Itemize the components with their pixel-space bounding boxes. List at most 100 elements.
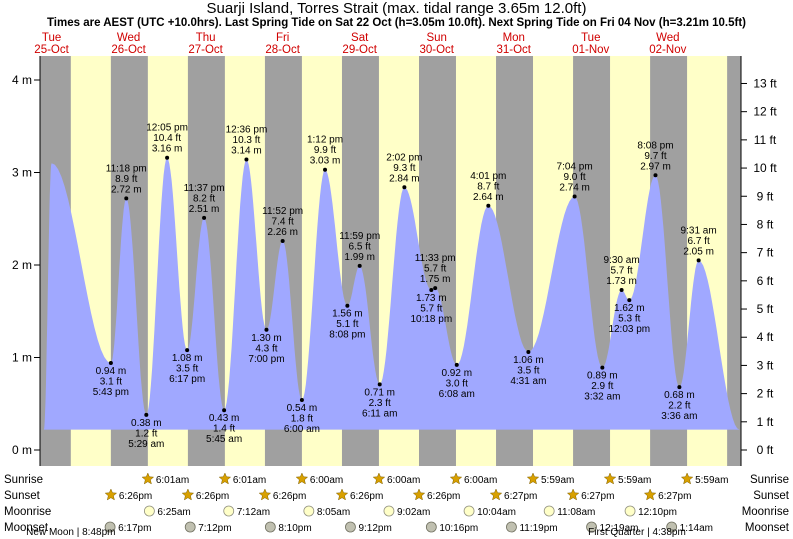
moonrise-icon (223, 505, 235, 517)
left-axis-label: 2 m (12, 258, 32, 272)
right-axis-label: 6 ft (757, 274, 774, 288)
right-axis-label: 1 ft (757, 415, 774, 429)
low-tide-label: 6:00 am (284, 424, 320, 435)
high-tide-label: 9.9 ft (314, 145, 336, 156)
sunset-time: 6:26pm (196, 491, 229, 502)
low-tide-label: 6:08 am (439, 389, 475, 400)
high-tide-label: 8.2 ft (193, 193, 215, 204)
high-tide-label: 12:05 pm (146, 123, 188, 134)
high-tide-label: 10.3 ft (233, 135, 261, 146)
high-tide-label: 6.5 ft (349, 241, 371, 252)
sunrise-icon (680, 472, 694, 485)
moonrise-icon (624, 505, 636, 517)
low-tide-label: 0.54 m (287, 403, 318, 414)
moonset-icon (586, 521, 597, 533)
row-label-moonrise-left: Moonrise (4, 506, 51, 518)
day-name-label: Mon (503, 32, 525, 44)
sunrise-time: 5:59am (541, 475, 574, 486)
day-name-label: Sun (426, 32, 446, 44)
day-name-label: Tue (42, 32, 61, 44)
sunset-time: 6:27pm (581, 491, 614, 502)
sunrise-time: 6:01am (233, 475, 266, 486)
moonset-time: 6:17pm (118, 523, 151, 534)
tide-point-high (323, 167, 328, 172)
moonset-time: 11:19pm (519, 523, 557, 534)
tide-point-high (696, 258, 701, 263)
low-tide-label: 1.30 m (251, 333, 282, 344)
tide-point-low (526, 349, 531, 354)
tide-point-low (627, 298, 632, 303)
sunrise-time: 5:59am (695, 475, 728, 486)
day-date-label: 30-Oct (419, 44, 454, 56)
moonrise-icon (463, 505, 475, 517)
sunset-icon (104, 488, 118, 501)
day-date-label: 26-Oct (111, 44, 146, 56)
high-tide-label: 3.16 m (152, 144, 183, 155)
moonrise-time: 7:12am (237, 507, 270, 518)
moonset-time: 1:14am (680, 523, 713, 534)
high-tide-label: 10.4 ft (153, 133, 181, 144)
low-tide-label: 1.2 ft (135, 428, 157, 439)
tide-curve (43, 157, 740, 430)
high-tide-label: 7.4 ft (272, 216, 294, 227)
moonrise-icon (383, 505, 395, 517)
high-tide-label: 1.99 m (344, 252, 375, 263)
high-tide-label: 11:59 pm (339, 231, 380, 242)
low-tide-label: 4.3 ft (255, 343, 277, 354)
high-tide-label: 9:31 am (681, 225, 717, 236)
high-tide-label: 6.7 ft (688, 236, 710, 247)
high-tide-label: 4:01 pm (470, 171, 506, 182)
low-tide-label: 3:32 am (584, 392, 620, 403)
low-tide-label: 10:18 pm (410, 314, 452, 325)
low-tide-label: 6:11 am (362, 408, 397, 419)
sunset-icon (335, 488, 349, 501)
sunrise-time: 6:00am (387, 475, 420, 486)
moonset-icon (184, 521, 196, 533)
low-tide-label: 1.8 ft (291, 414, 313, 425)
high-tide-label: 2.97 m (640, 161, 671, 172)
moonset-time: 10:16pm (439, 523, 478, 534)
low-tide-label: 1.56 m (332, 309, 363, 320)
moonrise-time: 12:10pm (638, 507, 677, 518)
row-label-moonset-right: Moonset (745, 522, 790, 534)
high-tide-label: 1.73 m (606, 276, 637, 287)
tide-point-high (402, 185, 407, 190)
sunset-icon (258, 488, 272, 501)
sunrise-time: 5:59am (618, 475, 651, 486)
low-tide-label: 0.68 m (664, 390, 695, 401)
low-tide-label: 2.3 ft (369, 398, 391, 409)
moonset-icon (506, 521, 517, 533)
right-axis-panel (741, 56, 793, 466)
tide-point-high (357, 263, 362, 268)
low-tide-label: 5.3 ft (618, 314, 640, 325)
right-axis-label: 11 ft (754, 133, 777, 147)
day-name-label: Wed (656, 32, 679, 44)
high-tide-label: 2.51 m (189, 204, 220, 215)
day-date-label: 02-Nov (649, 44, 686, 56)
high-tide-label: 2.05 m (683, 246, 714, 257)
moonrise-icon (303, 505, 315, 517)
row-label-moonset-left: Moonset (4, 522, 49, 534)
sunset-time: 6:26pm (427, 491, 460, 502)
sunset-time: 6:26pm (119, 491, 152, 502)
low-tide-label: 6:17 pm (169, 374, 205, 385)
sunrise-icon (526, 472, 540, 485)
tide-point-low (222, 408, 227, 413)
high-tide-label: 2:02 pm (386, 152, 422, 163)
moon-phase-label: First Quarter | 4:38pm (588, 527, 686, 538)
high-tide-label: 12:36 pm (226, 125, 268, 136)
low-tide-label: 3.5 ft (517, 365, 539, 376)
left-axis-label: 3 m (12, 166, 32, 180)
low-tide-label: 3.5 ft (176, 364, 198, 375)
high-tide-label: 8:08 pm (637, 140, 673, 151)
high-tide-label: 2.84 m (389, 173, 420, 184)
high-tide-label: 8.7 ft (477, 181, 499, 192)
sunset-icon (412, 488, 426, 501)
low-tide-label: 3.1 ft (100, 377, 122, 388)
chart-subtitle: Times are AEST (UTC +10.0hrs). Last Spri… (46, 17, 747, 29)
tide-point-low (377, 382, 382, 387)
day-name-label: Fri (276, 32, 289, 44)
day-name-label: Thu (196, 32, 216, 44)
tide-point-high (244, 157, 249, 162)
